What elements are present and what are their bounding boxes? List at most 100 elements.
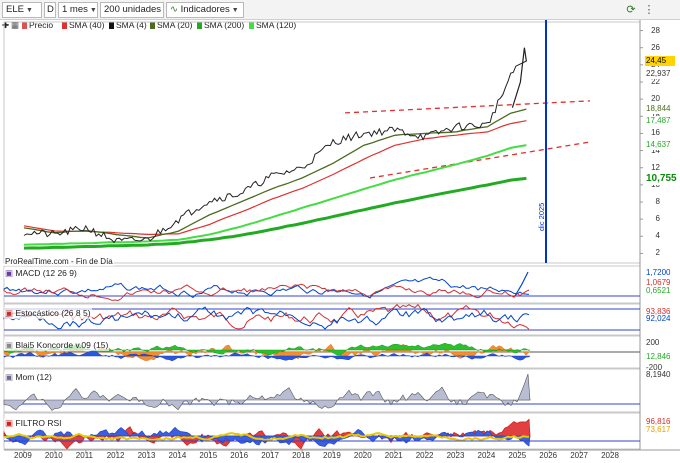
legend-label: SMA (200) <box>204 20 245 30</box>
x-tick-label: 2013 <box>137 451 156 460</box>
x-tick-label: 2027 <box>570 451 588 460</box>
x-tick-label: 2015 <box>199 451 218 460</box>
indicators-icon: ∿ <box>170 4 181 15</box>
series-line-sma40 <box>23 120 527 235</box>
stoch-value-1: 93,836 <box>646 307 671 316</box>
koncorde-value-1: 200 <box>646 338 660 347</box>
x-tick-label: 2012 <box>106 451 125 460</box>
x-tick-label: 2016 <box>230 451 249 460</box>
legend-item-sma120[interactable]: SMA (120) <box>249 20 296 30</box>
sma40-swatch <box>62 22 67 29</box>
legend-label: SMA (4) <box>116 20 147 30</box>
more-options-icon[interactable]: ⋮ <box>643 4 655 16</box>
legend-label: SMA (120) <box>256 20 297 30</box>
chevron-down-icon: ▼ <box>25 7 33 14</box>
legend-label: Precio <box>29 20 54 30</box>
grid-toggle-icon[interactable]: ▦ <box>11 20 20 30</box>
y-tick-label: 20 <box>651 94 660 104</box>
mom-spike <box>517 373 531 401</box>
chevron-down-icon: ▼ <box>231 7 239 14</box>
macd-title-text: MACD (12 26 9) <box>15 268 77 278</box>
symbol-label: ELE <box>6 4 24 15</box>
indicators-label: Indicadores <box>180 4 230 15</box>
price-spike <box>511 47 527 108</box>
period-selector[interactable]: 1 mes ▼ <box>58 2 98 18</box>
x-tick-label: 2024 <box>477 451 496 460</box>
mom-icon: ▣ <box>5 372 16 382</box>
sma20-swatch <box>150 22 155 29</box>
units-label: 200 unidades <box>104 4 162 15</box>
price-tag: 10,755 <box>645 173 677 186</box>
x-tick-label: 2011 <box>75 451 93 460</box>
series-line-sma120 <box>23 144 527 246</box>
stoch-d-line <box>3 306 530 330</box>
macd-value-3: 0,6521 <box>646 286 671 295</box>
period-label: 1 mes <box>62 4 88 15</box>
y-tick-label: 2 <box>655 248 660 258</box>
toolbar: ELE▼ D 1 mes▼ 200 unidades▼ ∿ Indicadore… <box>0 0 680 20</box>
x-tick-label: 2009 <box>14 451 32 460</box>
source-label: ProRealTime.com - Fin de Día <box>4 257 114 266</box>
stoch-title[interactable]: ▣ Estocástico (26 8 5) <box>4 308 92 319</box>
mode-button[interactable]: D <box>44 2 56 18</box>
x-tick-label: 2018 <box>292 451 310 460</box>
price-tag: 18,844 <box>645 104 675 115</box>
legend-item-precio[interactable]: Precio <box>22 20 53 30</box>
x-tick-label: 2017 <box>261 451 279 460</box>
koncorde-title[interactable]: ▣ Blai5 Koncorde v.09 (15) <box>4 340 110 351</box>
macd-icon: ▣ <box>5 268 16 278</box>
koncorde-icon: ▣ <box>5 340 16 350</box>
legend: ✚ ▦ Precio SMA (40) SMA (4) SMA (20) SMA… <box>0 20 560 30</box>
mom-area <box>3 386 531 411</box>
legend-item-sma200[interactable]: SMA (200) <box>197 20 244 30</box>
x-tick-label: 2020 <box>353 451 372 460</box>
y-tick-label: 16 <box>651 128 660 138</box>
x-tick-label: 2021 <box>384 451 403 460</box>
sma4-swatch <box>109 22 114 29</box>
add-indicator-icon[interactable]: ✚ <box>2 20 10 30</box>
y-tick-label: 22 <box>651 77 660 86</box>
koncorde-blue <box>3 349 531 362</box>
units-selector[interactable]: 200 unidades▼ <box>100 2 164 18</box>
macd-value-1: 1,7200 <box>646 268 671 277</box>
x-tick-label: 2022 <box>415 451 434 460</box>
legend-label: SMA (20) <box>157 20 193 30</box>
trendline-lower <box>369 141 591 179</box>
macd-title[interactable]: ▣ MACD (12 26 9) <box>4 268 78 279</box>
legend-item-sma4[interactable]: SMA (4) <box>109 20 147 30</box>
legend-item-sma20[interactable]: SMA (20) <box>150 20 192 30</box>
mom-title[interactable]: ▣ Mom (12) <box>4 372 53 383</box>
x-tick-label: 2010 <box>44 451 63 460</box>
price-tag: 24,45 <box>645 56 675 66</box>
legend-item-sma40[interactable]: SMA (40) <box>62 20 104 30</box>
macd-signal-line <box>3 283 530 302</box>
y-tick-label: 6 <box>655 214 660 224</box>
x-tick-label: 2025 <box>508 451 527 460</box>
stoch-icon: ▣ <box>5 308 16 318</box>
y-tick-label: 8 <box>655 197 660 206</box>
price-tag: 14,637 <box>645 140 675 151</box>
macd-line <box>3 276 530 299</box>
mode-label: D <box>47 4 54 15</box>
price-tag: 17,487 <box>645 115 675 126</box>
y-tick-label: 4 <box>655 231 660 241</box>
chevron-down-icon: ▼ <box>89 7 97 14</box>
legend-label: SMA (40) <box>69 20 105 30</box>
refresh-icon[interactable]: ⟳ <box>626 4 636 16</box>
rsi-icon: ▣ <box>5 418 16 428</box>
rsi-title[interactable]: ▣ FILTRO RSI <box>4 418 63 429</box>
mom-value: 8,1940 <box>646 370 671 379</box>
indicators-button[interactable]: ∿ Indicadores ▼ <box>166 2 244 18</box>
x-tick-label: 2014 <box>168 451 187 460</box>
y-tick-label: 28 <box>651 25 660 35</box>
symbol-selector[interactable]: ELE ▼ <box>2 2 42 18</box>
sma200-swatch <box>197 22 202 29</box>
koncorde-value-3: -200 <box>646 363 663 372</box>
series-line-sma20 <box>23 108 527 239</box>
koncorde-title-text: Blai5 Koncorde v.09 (15) <box>15 340 109 350</box>
x-tick-label: 2023 <box>446 451 465 460</box>
rsi-value-2: 73,617 <box>646 425 671 434</box>
series-line-sma200 <box>23 176 527 250</box>
x-tick-label: 2026 <box>539 451 558 460</box>
